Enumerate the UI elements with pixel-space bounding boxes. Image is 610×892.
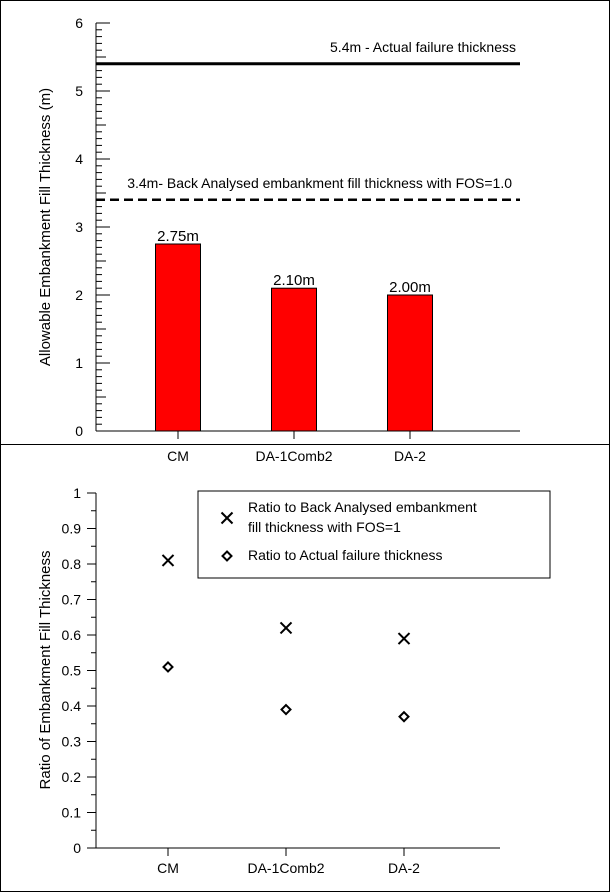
y-tick-label: 6 bbox=[75, 15, 83, 31]
y-tick-label: 0.3 bbox=[62, 734, 82, 750]
axes: 0 1 2 3 4 5 6 CM DA-1Comb2 DA-2 bbox=[75, 15, 520, 464]
y-axis-label: Ratio of Embankment Fill Thickness bbox=[37, 551, 54, 790]
x-marker-stroke bbox=[220, 511, 234, 525]
diamond-marker bbox=[280, 703, 292, 716]
y-axis-label: Allowable Embankment Fill Thickness (m) bbox=[37, 88, 54, 366]
scatter-chart: Ratio of Embankment Fill Thickness 00.10… bbox=[37, 485, 551, 876]
legend-entry-label: fill thickness with FOS=1 bbox=[248, 519, 401, 535]
legend: Ratio to Back Analysed embankment fill th… bbox=[197, 490, 551, 579]
y-tick-label: 1 bbox=[75, 355, 83, 371]
x-tick-label: CM bbox=[167, 448, 189, 464]
y-tick-label: 0.5 bbox=[62, 663, 82, 679]
bar-value-label: 2.00m bbox=[389, 279, 431, 296]
x-marker-stroke bbox=[397, 632, 411, 645]
x-marker-point bbox=[397, 632, 411, 645]
y-tick-label: 2 bbox=[75, 287, 83, 303]
reference-lines: 5.4m - Actual failure thickness 3.4m- Bac… bbox=[96, 39, 520, 202]
y-tick-label: 0.8 bbox=[62, 556, 82, 572]
x-tick-label: DA-1Comb2 bbox=[255, 448, 332, 464]
x-marker-point bbox=[279, 621, 293, 635]
x-tick-label: DA-2 bbox=[388, 860, 420, 876]
x-marker-stroke bbox=[161, 554, 175, 567]
diamond-marker-point bbox=[280, 703, 292, 716]
y-tick-label: 0.2 bbox=[62, 769, 82, 785]
bar bbox=[271, 287, 317, 432]
y-tick-label: 0 bbox=[73, 840, 81, 856]
legend-box bbox=[197, 490, 551, 579]
y-tick-label: 0 bbox=[75, 423, 83, 439]
y-tick-label: 5 bbox=[75, 83, 83, 99]
diamond-marker bbox=[221, 550, 233, 562]
x-marker-point bbox=[161, 554, 175, 567]
bar-value-label: 2.10m bbox=[273, 272, 315, 289]
bar bbox=[155, 243, 201, 432]
y-tick-label: 0.7 bbox=[62, 592, 82, 608]
y-tick-label: 1 bbox=[73, 485, 81, 501]
legend-entry-label: Ratio to Back Analysed embankment bbox=[248, 499, 477, 515]
diamond-marker bbox=[162, 661, 174, 673]
axes: 0 0.1 0.2 0.3 0.4 0.5 0.6 0.7 0.8 0.9 1 CM DA-1Comb2… bbox=[62, 485, 500, 876]
x-marker-stroke bbox=[279, 621, 293, 635]
y-tick-label: 0.1 bbox=[62, 805, 82, 821]
points bbox=[161, 554, 411, 723]
y-tick-label: 0.4 bbox=[62, 698, 82, 714]
bar-value-label: 2.75m bbox=[157, 228, 199, 245]
bar-chart: Allowable Embankment Fill Thickness (m) … bbox=[37, 15, 520, 464]
legend-diamond-marker bbox=[221, 550, 233, 562]
y-tick-label: 0.9 bbox=[62, 521, 82, 537]
x-tick-label: DA-1Comb2 bbox=[247, 860, 324, 876]
diamond-marker-point bbox=[162, 661, 174, 673]
legend-entry-label: Ratio to Actual failure thickness bbox=[248, 547, 443, 563]
y-tick-label: 4 bbox=[75, 151, 83, 167]
x-tick-label: DA-2 bbox=[394, 448, 426, 464]
x-tick-label: CM bbox=[157, 860, 179, 876]
y-tick-label: 0.6 bbox=[62, 627, 82, 643]
bars: 2.75m 2.10m 2.00m bbox=[155, 228, 433, 432]
reference-line-label: 3.4m- Back Analysed embankment fill thic… bbox=[127, 175, 512, 191]
diamond-marker bbox=[398, 710, 410, 723]
legend-x-marker bbox=[220, 511, 234, 525]
diamond-marker-point bbox=[398, 710, 410, 723]
y-tick-label: 3 bbox=[75, 219, 83, 235]
bar bbox=[387, 294, 433, 432]
reference-line-label: 5.4m - Actual failure thickness bbox=[330, 39, 516, 55]
